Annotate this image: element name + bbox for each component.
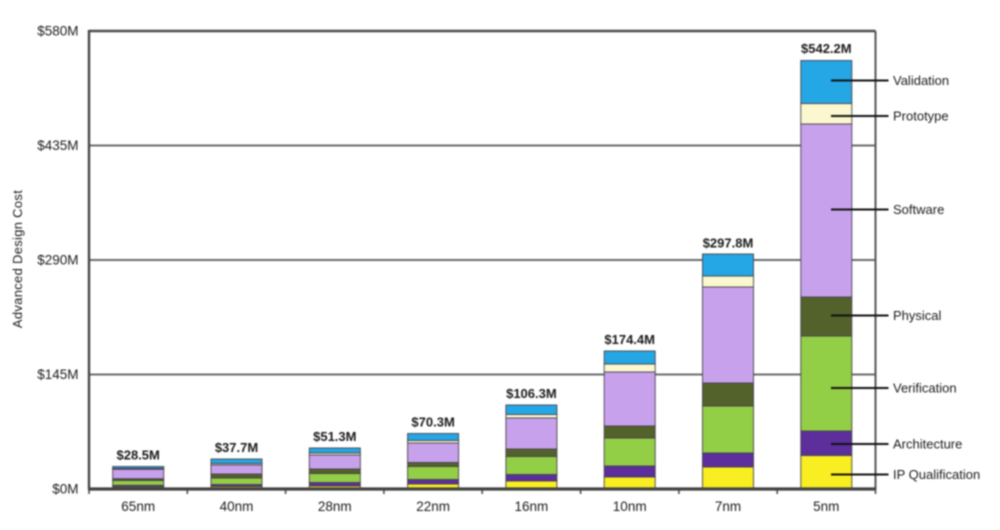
svg-text:$542.2M: $542.2M [801, 41, 852, 56]
svg-text:Verification: Verification [893, 380, 957, 395]
svg-text:Validation: Validation [893, 73, 949, 88]
svg-text:40nm: 40nm [220, 499, 254, 514]
svg-text:$28.5M: $28.5M [117, 448, 160, 463]
svg-text:$297.8M: $297.8M [703, 236, 754, 251]
svg-text:22nm: 22nm [416, 499, 450, 514]
svg-text:Architecture: Architecture [893, 436, 962, 451]
svg-text:28nm: 28nm [318, 499, 352, 514]
svg-text:$580M: $580M [37, 24, 78, 39]
svg-text:$0M: $0M [52, 482, 78, 497]
svg-text:$70.3M: $70.3M [411, 415, 454, 430]
svg-text:IP Qualification: IP Qualification [893, 467, 980, 482]
svg-text:16nm: 16nm [515, 499, 549, 514]
svg-text:65nm: 65nm [121, 499, 155, 514]
svg-text:$37.7M: $37.7M [215, 440, 258, 455]
svg-text:$51.3M: $51.3M [313, 429, 356, 444]
svg-text:$290M: $290M [37, 253, 78, 268]
svg-text:Physical: Physical [893, 308, 942, 323]
svg-text:7nm: 7nm [715, 499, 741, 514]
svg-text:Advanced Design Cost: Advanced Design Cost [10, 190, 25, 328]
svg-text:Software: Software [893, 202, 944, 217]
svg-text:$145M: $145M [37, 367, 78, 382]
svg-text:$106.3M: $106.3M [506, 386, 557, 401]
svg-text:$435M: $435M [37, 138, 78, 153]
svg-text:5nm: 5nm [813, 499, 839, 514]
svg-text:10nm: 10nm [613, 499, 647, 514]
svg-text:Prototype: Prototype [893, 108, 949, 123]
svg-text:$174.4M: $174.4M [604, 332, 655, 347]
